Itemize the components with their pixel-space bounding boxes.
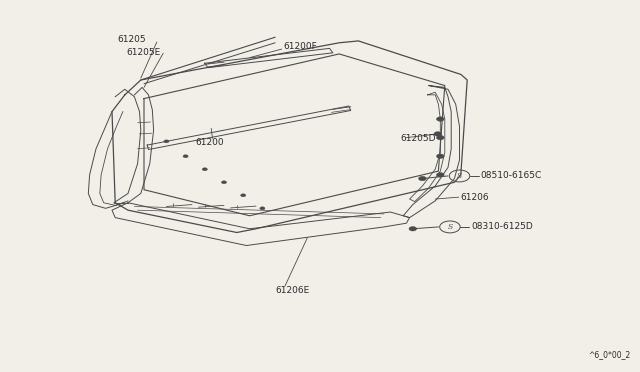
Circle shape bbox=[164, 140, 169, 143]
Circle shape bbox=[409, 227, 417, 231]
Text: 08510-6165C: 08510-6165C bbox=[480, 171, 541, 180]
Circle shape bbox=[436, 154, 444, 158]
Circle shape bbox=[221, 181, 227, 184]
Text: 61206E: 61206E bbox=[275, 286, 310, 295]
Circle shape bbox=[202, 168, 207, 171]
Text: 61200F: 61200F bbox=[284, 42, 317, 51]
Circle shape bbox=[183, 155, 188, 158]
Text: 08310-6125D: 08310-6125D bbox=[471, 222, 532, 231]
Text: ^6_0*00_2: ^6_0*00_2 bbox=[588, 350, 630, 359]
Circle shape bbox=[434, 132, 442, 136]
Text: 61205: 61205 bbox=[117, 35, 146, 44]
Circle shape bbox=[260, 207, 265, 210]
Text: 61200: 61200 bbox=[195, 138, 224, 147]
Text: 61205E: 61205E bbox=[127, 48, 161, 57]
Circle shape bbox=[436, 173, 444, 177]
Text: 61205D: 61205D bbox=[400, 134, 435, 143]
Circle shape bbox=[419, 176, 426, 181]
Text: S: S bbox=[447, 223, 452, 231]
Text: 61206: 61206 bbox=[461, 193, 490, 202]
Circle shape bbox=[436, 135, 444, 140]
Circle shape bbox=[436, 117, 444, 121]
Circle shape bbox=[241, 194, 246, 197]
Text: S: S bbox=[457, 172, 462, 180]
